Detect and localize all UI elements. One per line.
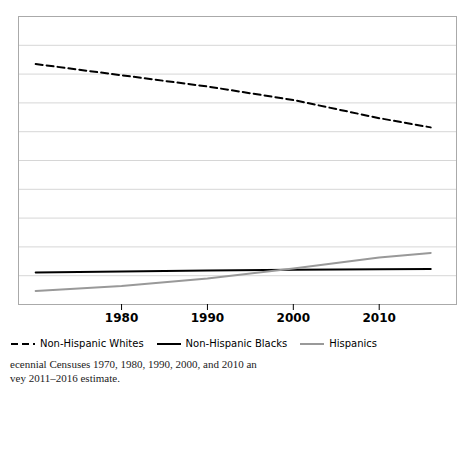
svg-text:2010: 2010 [363, 311, 396, 325]
html-text:ecennial Censuses 1970, 1980,: ecennial Censuses 1970, 1980, 1990, 2000… [10, 358, 257, 370]
html-text:Non-Hispanic Whites: Non-Hispanic Whites [40, 338, 144, 349]
html-text:vey 2011–2016 estimate.: vey 2011–2016 estimate. [10, 372, 120, 385]
html-text:Hispanics: Hispanics [329, 338, 377, 349]
svg-text:1990: 1990 [191, 311, 224, 325]
svg-text:2000: 2000 [277, 311, 310, 325]
svg-text:1980: 1980 [105, 311, 138, 325]
html-text:Non-Hispanic Blacks: Non-Hispanic Blacks [185, 338, 288, 349]
